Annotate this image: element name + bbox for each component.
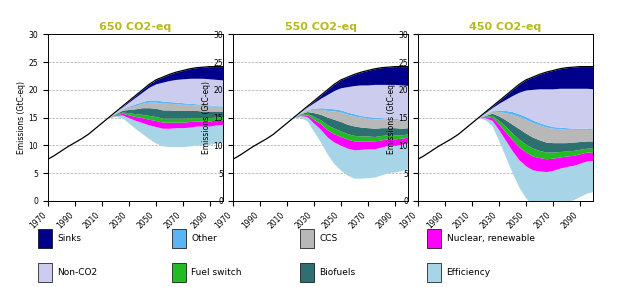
Y-axis label: Emissions (GtC-eq): Emissions (GtC-eq) xyxy=(17,81,26,154)
Text: Efficiency: Efficiency xyxy=(447,268,491,277)
Text: Non-CO2: Non-CO2 xyxy=(57,268,98,277)
Text: Other: Other xyxy=(191,234,217,243)
Title: 450 CO2-eq: 450 CO2-eq xyxy=(470,22,542,32)
Text: Sinks: Sinks xyxy=(57,234,82,243)
Text: Fuel switch: Fuel switch xyxy=(191,268,242,277)
Text: CCS: CCS xyxy=(319,234,338,243)
Text: Nuclear, renewable: Nuclear, renewable xyxy=(447,234,535,243)
Y-axis label: Emissions (GtC-eq): Emissions (GtC-eq) xyxy=(202,81,211,154)
Title: 550 CO2-eq: 550 CO2-eq xyxy=(285,22,357,32)
Title: 650 CO2-eq: 650 CO2-eq xyxy=(100,22,172,32)
Text: Biofuels: Biofuels xyxy=(319,268,355,277)
Y-axis label: Emissions (GtC-eq): Emissions (GtC-eq) xyxy=(387,81,396,154)
